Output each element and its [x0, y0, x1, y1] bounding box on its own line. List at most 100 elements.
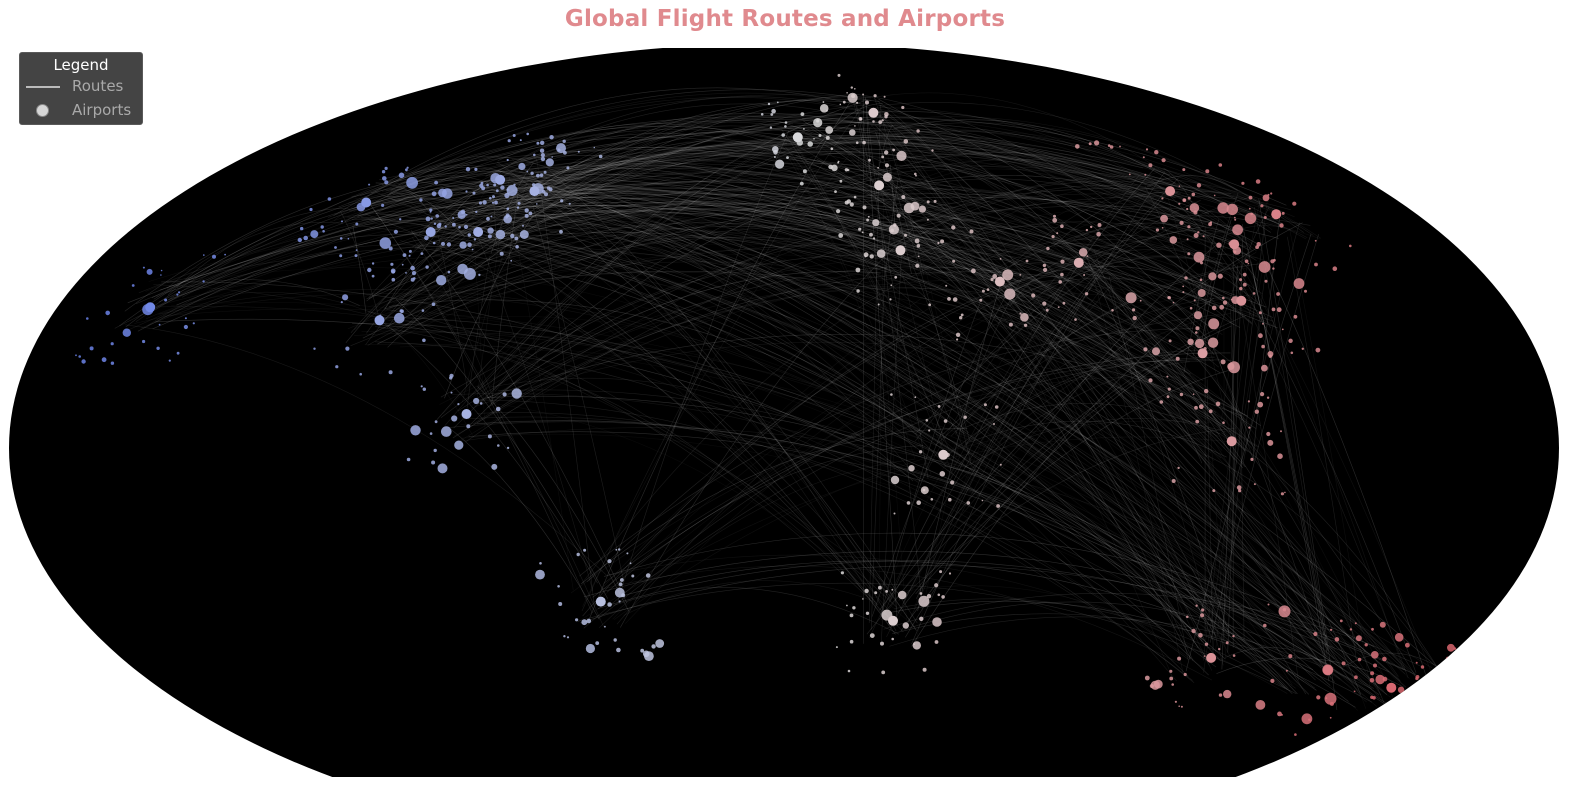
- route-line: [1214, 377, 1395, 700]
- airport-marker: [566, 166, 570, 170]
- airport-marker: [391, 277, 396, 282]
- route-line: [883, 592, 1425, 669]
- airport-marker: [1183, 672, 1187, 677]
- airport-marker: [839, 103, 842, 106]
- airport-marker: [904, 233, 907, 237]
- airport-marker: [897, 590, 907, 600]
- airport-marker: [482, 200, 487, 205]
- airport-marker: [421, 309, 425, 312]
- airport-marker: [996, 504, 1000, 508]
- route-line: [163, 308, 1357, 652]
- route-line: [389, 136, 868, 194]
- airport-marker: [1088, 142, 1092, 146]
- airport-marker: [563, 150, 567, 155]
- route-line: [506, 171, 947, 466]
- airport-marker: [837, 161, 839, 164]
- route-line: [1204, 454, 1439, 670]
- airport-marker: [1292, 201, 1297, 206]
- airport-marker: [1209, 221, 1213, 224]
- route-line: [556, 191, 1177, 682]
- route-line: [404, 156, 1170, 303]
- route-line: [168, 267, 929, 431]
- route-line: [471, 203, 486, 429]
- airport-marker: [884, 115, 888, 119]
- airport-marker: [1261, 344, 1265, 349]
- route-line: [512, 210, 1417, 675]
- airport-marker: [847, 669, 851, 673]
- route-line: [119, 180, 544, 327]
- route-line: [879, 102, 1304, 233]
- route-line: [137, 141, 1151, 332]
- route-line: [494, 128, 810, 392]
- route-line: [357, 187, 892, 272]
- airport-marker: [1231, 296, 1240, 305]
- airport-marker: [522, 224, 524, 227]
- route-line: [889, 185, 1179, 253]
- airport-marker: [512, 134, 516, 137]
- route-line: [361, 125, 802, 210]
- route-line: [620, 169, 1165, 577]
- route-line: [882, 118, 1254, 452]
- route-line: [368, 202, 605, 628]
- route-line: [802, 110, 1271, 233]
- route-line: [458, 187, 1232, 412]
- airport-marker: [1267, 603, 1270, 606]
- route-line: [504, 153, 906, 200]
- route-line: [901, 201, 1217, 247]
- airport-marker: [903, 202, 915, 214]
- route-line: [898, 157, 1256, 201]
- airport-marker: [1198, 404, 1204, 410]
- route-line: [433, 197, 930, 270]
- airport-marker: [825, 135, 830, 140]
- airport-marker: [1144, 675, 1150, 681]
- airport-marker: [884, 150, 889, 155]
- airport-marker: [434, 180, 438, 185]
- airport-marker: [1074, 318, 1077, 321]
- airport-marker: [993, 423, 995, 425]
- route-line: [495, 204, 1227, 422]
- route-line: [510, 209, 574, 591]
- route-line: [491, 155, 1100, 254]
- airport-marker: [1447, 643, 1455, 652]
- airport-marker: [487, 227, 494, 234]
- route-line: [153, 284, 902, 596]
- airport-marker: [524, 208, 529, 213]
- airport-marker: [1152, 347, 1160, 356]
- airport-marker: [497, 444, 500, 447]
- route-line: [490, 162, 534, 254]
- route-line-icon: [26, 86, 60, 88]
- airport-marker: [607, 602, 612, 607]
- airport-marker: [449, 373, 454, 378]
- route-line: [426, 229, 1377, 707]
- airport-marker: [1222, 296, 1225, 300]
- airport-marker: [1191, 192, 1196, 197]
- airport-marker: [1415, 676, 1419, 681]
- airport-marker: [164, 298, 168, 302]
- route-line: [1003, 187, 1161, 274]
- route-line: [428, 143, 1261, 236]
- route-line: [479, 115, 882, 389]
- route-line: [468, 431, 1387, 704]
- airport-marker: [341, 220, 343, 223]
- route-line: [875, 131, 912, 274]
- route-line: [540, 174, 921, 482]
- airport-marker: [450, 391, 453, 394]
- route-line: [461, 203, 1025, 296]
- airport-marker: [1107, 144, 1111, 147]
- airport-marker: [408, 249, 412, 253]
- route-line: [492, 196, 497, 247]
- route-line: [432, 203, 1274, 318]
- airport-marker: [473, 238, 477, 241]
- airport-marker: [1019, 312, 1022, 315]
- airport-circle-icon: [36, 104, 49, 117]
- airport-marker: [557, 585, 560, 588]
- airport-marker: [999, 463, 1002, 466]
- airport-marker: [1193, 299, 1196, 302]
- airport-marker: [1264, 279, 1268, 283]
- airport-marker: [983, 403, 987, 407]
- airport-marker: [424, 235, 429, 241]
- route-line: [1082, 247, 1203, 464]
- route-line: [353, 174, 1016, 280]
- airport-marker: [478, 201, 483, 205]
- route-line: [455, 190, 1201, 347]
